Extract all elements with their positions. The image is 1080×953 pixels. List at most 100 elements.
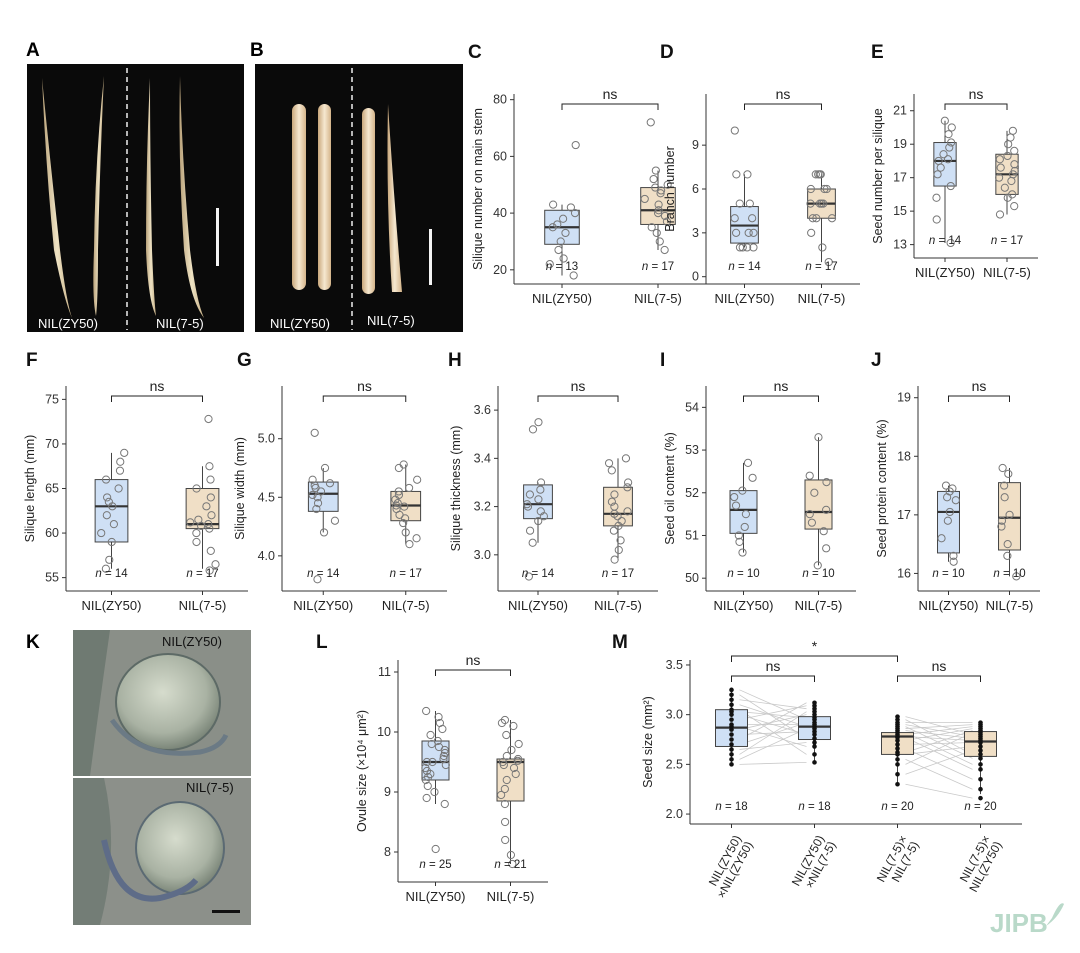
y-tick-label: 54 xyxy=(685,400,699,414)
data-point xyxy=(115,466,125,475)
data-point xyxy=(440,799,449,809)
data-point xyxy=(319,528,329,537)
data-point xyxy=(394,487,403,496)
y-tick-label: 3.4 xyxy=(474,451,491,465)
data-point xyxy=(433,736,442,746)
sample-size-value: = 10 xyxy=(1000,568,1026,580)
x-tick-label: NIL(7-5) xyxy=(487,889,535,904)
data-point xyxy=(1010,146,1019,155)
box xyxy=(804,479,833,530)
x-tick-label: NIL(ZY50)×NIL(7-5) xyxy=(789,833,839,895)
data-point xyxy=(943,155,953,164)
data-point xyxy=(528,538,537,547)
data-point xyxy=(729,697,734,703)
data-point xyxy=(621,454,631,463)
data-point xyxy=(814,170,823,179)
data-point xyxy=(604,459,614,468)
data-point xyxy=(434,742,444,752)
data-point xyxy=(978,752,983,757)
chart-g: G 4.0 4.5 5.0 Silique width (mm) NIL(ZY50) NIL… xyxy=(233,350,447,613)
sample-size-label: n = 17 xyxy=(642,261,674,273)
sample-size-value: = 17 xyxy=(396,568,422,580)
sample-size-n: n xyxy=(419,859,425,871)
data-point xyxy=(932,215,941,224)
sample-size-n: n xyxy=(186,568,192,580)
sample-size-n: n xyxy=(991,235,997,247)
significance-bracket xyxy=(731,675,815,682)
data-point xyxy=(310,428,319,437)
y-axis-label: Silique thickness (mm) xyxy=(449,426,463,552)
sample-size-n: n xyxy=(727,568,733,580)
chart-d: D 0 3 6 9 Branch number NIL(ZY50) NIL(7-5) n = 1… xyxy=(660,42,860,306)
data-point xyxy=(102,511,111,520)
data-point xyxy=(729,752,734,757)
data-point xyxy=(422,757,431,767)
pair-line xyxy=(905,732,973,765)
data-point xyxy=(186,518,195,527)
data-point xyxy=(553,220,562,229)
data-point xyxy=(310,481,319,490)
y-tick-label: 75 xyxy=(45,392,59,406)
pair-line xyxy=(739,694,807,739)
data-point xyxy=(945,487,954,496)
sample-size-value: = 17 xyxy=(648,261,674,273)
y-tick-label: 9 xyxy=(692,138,699,152)
significance-label: ns xyxy=(932,658,947,674)
data-point xyxy=(744,228,753,237)
sample-size-label: n = 17 xyxy=(602,568,634,580)
sample-size-n: n xyxy=(993,568,999,580)
data-point xyxy=(740,522,749,532)
box xyxy=(933,142,957,187)
data-point xyxy=(978,756,983,761)
data-point xyxy=(818,243,827,252)
photo-background xyxy=(27,64,244,332)
significance-label: ns xyxy=(969,86,984,102)
photo-label-right: NIL(7-5) xyxy=(156,316,204,331)
y-tick-label: 17 xyxy=(893,171,907,185)
data-point xyxy=(1005,510,1014,519)
data-point xyxy=(205,524,214,533)
data-point xyxy=(741,510,751,519)
data-point xyxy=(729,762,734,767)
panel-letter: J xyxy=(871,350,882,371)
data-point xyxy=(103,493,112,502)
data-point xyxy=(401,528,410,537)
data-point xyxy=(895,742,900,747)
data-point xyxy=(104,497,113,506)
data-point xyxy=(528,425,538,434)
data-point xyxy=(399,518,408,528)
data-point xyxy=(945,143,954,152)
data-point xyxy=(556,237,565,246)
ovule xyxy=(135,801,225,895)
y-tick-label: 15 xyxy=(893,204,907,218)
x-tick-label: NIL(7-5)×NIL(ZY50) xyxy=(955,833,1005,895)
data-point xyxy=(895,757,900,762)
y-tick-label: 2.5 xyxy=(666,757,683,771)
pair-line xyxy=(739,699,807,710)
x-tick-label: NIL(7-5) xyxy=(634,291,682,306)
sample-size-n: n xyxy=(546,261,552,273)
data-point xyxy=(822,184,831,194)
data-point xyxy=(426,730,435,740)
data-point xyxy=(400,502,409,511)
data-point xyxy=(313,499,323,508)
data-point xyxy=(822,505,831,514)
panel-letter: D xyxy=(660,42,674,63)
data-point xyxy=(978,720,983,725)
data-point xyxy=(819,527,828,536)
pair-line xyxy=(905,719,973,755)
data-point xyxy=(729,722,734,727)
photo-label-right: NIL(7-5) xyxy=(367,313,415,328)
data-point xyxy=(660,245,669,255)
data-point xyxy=(1012,572,1021,581)
data-point xyxy=(734,531,743,540)
x-tick-label: NIL(ZY50) xyxy=(919,598,979,613)
y-axis-label: Silique number on main stem xyxy=(471,108,485,270)
micrograph-label-top: NIL(ZY50) xyxy=(162,634,222,649)
data-point xyxy=(731,228,741,237)
data-point xyxy=(614,545,623,555)
y-tick-label: 3.2 xyxy=(474,500,491,514)
sample-size-value: = 18 xyxy=(722,801,748,813)
data-point xyxy=(394,463,403,473)
sample-size-n: n xyxy=(798,801,804,813)
